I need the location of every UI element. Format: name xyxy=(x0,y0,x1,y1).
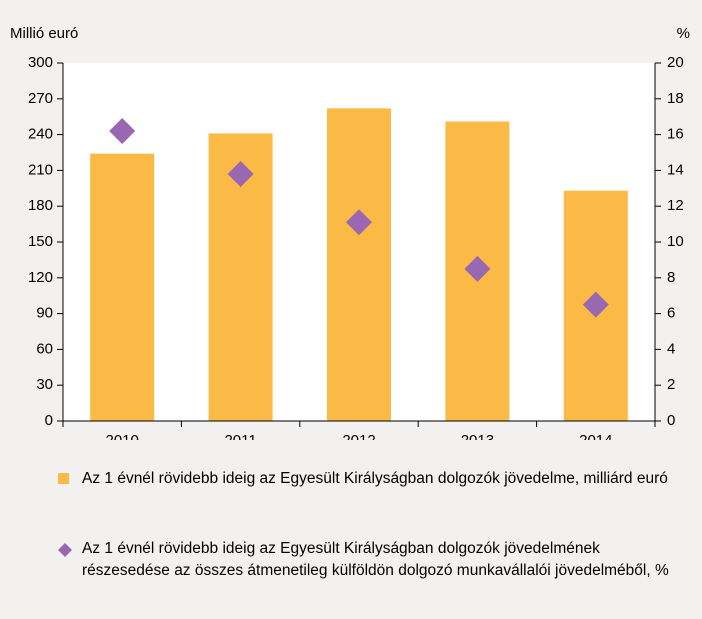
y-tick-label: 270 xyxy=(28,90,53,107)
legend-item: Az 1 évnél rövidebb ideig az Egyesült Ki… xyxy=(58,468,678,490)
legend-marker xyxy=(58,543,72,557)
y2-tick-label: 4 xyxy=(667,340,675,357)
x-tick-label: 2010 xyxy=(106,432,139,440)
x-tick-label: 2014 xyxy=(579,432,612,440)
y-tick-label: 60 xyxy=(36,340,53,357)
y-tick-label: 300 xyxy=(28,54,53,71)
y-tick-label: 180 xyxy=(28,197,53,214)
diamond-marker xyxy=(109,118,136,145)
diamond-marker xyxy=(346,209,372,236)
y2-tick-label: 0 xyxy=(667,412,675,429)
chart: Millió euró % 03060901201501802102402703… xyxy=(10,25,690,440)
legend-item: Az 1 évnél rövidebb ideig az Egyesült Ki… xyxy=(58,538,678,582)
y2-tick-label: 12 xyxy=(667,197,684,214)
y-axis-label: Millió euró xyxy=(10,25,78,42)
legend-swatch xyxy=(58,543,72,557)
y-tick-label: 0 xyxy=(45,412,53,429)
y2-tick-label: 8 xyxy=(667,269,675,286)
y2-tick-label: 18 xyxy=(667,90,684,107)
y-tick-label: 120 xyxy=(28,269,53,286)
legend-marker xyxy=(58,473,69,484)
diamond-marker xyxy=(582,291,609,318)
x-tick-label: 2012 xyxy=(342,432,375,440)
y2-tick-label: 6 xyxy=(667,305,675,322)
legend-swatch xyxy=(58,473,69,484)
y-tick-label: 90 xyxy=(36,305,53,322)
legend-label: Az 1 évnél rövidebb ideig az Egyesült Ki… xyxy=(82,470,668,487)
y-tick-label: 30 xyxy=(36,376,53,393)
y-tick-label: 240 xyxy=(28,126,53,143)
diamond-marker xyxy=(227,160,254,187)
y2-tick-label: 16 xyxy=(667,126,684,143)
x-tick-label: 2011 xyxy=(224,432,256,440)
y2-axis-label: % xyxy=(677,25,690,42)
y2-tick-label: 14 xyxy=(667,161,684,178)
y2-tick-label: 2 xyxy=(667,376,675,393)
bar xyxy=(90,153,155,421)
y2-tick-label: 20 xyxy=(667,54,684,71)
y2-tick-label: 10 xyxy=(667,233,684,250)
legend-label: Az 1 évnél rövidebb ideig az Egyesült Ki… xyxy=(82,540,669,579)
y-tick-label: 150 xyxy=(28,233,53,250)
y-tick-label: 210 xyxy=(28,161,53,178)
diamond-marker xyxy=(464,255,491,282)
x-tick-label: 2013 xyxy=(461,432,494,440)
bar xyxy=(327,108,391,421)
